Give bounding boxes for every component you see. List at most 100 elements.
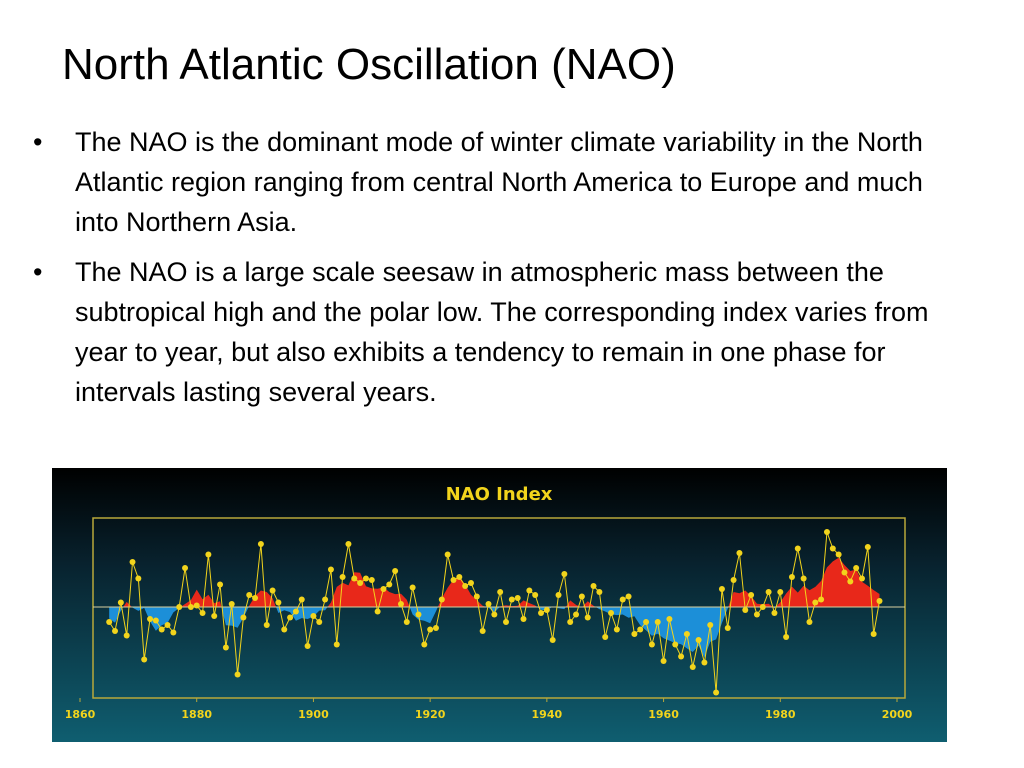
x-tick-label: 1980 — [765, 708, 796, 721]
index-point — [678, 653, 685, 660]
slide-title: North Atlantic Oscillation (NAO) — [62, 40, 676, 89]
index-point — [339, 574, 346, 580]
bullet-list: The NAO is the dominant mode of winter c… — [30, 122, 965, 422]
index-point — [158, 626, 165, 633]
index-point — [392, 568, 399, 574]
index-point — [608, 610, 615, 616]
index-point — [403, 619, 410, 625]
index-point — [759, 604, 766, 610]
positive-area — [109, 557, 880, 607]
chart-title: NAO Index — [446, 484, 553, 505]
index-point — [613, 626, 620, 633]
index-point — [567, 619, 574, 625]
index-point — [549, 637, 556, 643]
chart: NAO Index 1860 1880 1900 1920 1940 1960 1980 20… — [52, 468, 947, 742]
index-point — [508, 596, 515, 603]
index-point — [409, 584, 416, 591]
index-point — [135, 575, 142, 582]
index-point — [427, 626, 434, 633]
index-point — [246, 592, 253, 598]
index-point — [345, 541, 352, 547]
index-point — [748, 592, 755, 598]
index-point — [269, 587, 276, 594]
index-point — [806, 619, 813, 625]
index-point — [257, 541, 264, 547]
index-point — [602, 634, 609, 640]
index-point — [689, 664, 696, 670]
index-point — [835, 551, 842, 558]
x-tick-label: 1880 — [181, 708, 212, 721]
index-point — [479, 628, 486, 634]
index-point — [870, 631, 877, 637]
x-tick-label: 1920 — [415, 708, 446, 721]
index-point — [526, 587, 533, 594]
index-point — [578, 593, 585, 600]
index-point — [794, 545, 801, 552]
index-point — [631, 631, 638, 637]
index-point — [753, 611, 760, 618]
index-point — [187, 604, 194, 610]
index-point — [351, 575, 358, 582]
index-point — [876, 598, 883, 604]
index-point — [841, 569, 848, 576]
index-point — [683, 631, 690, 637]
index-point — [812, 599, 819, 606]
index-point — [619, 596, 626, 603]
index-point — [625, 593, 632, 600]
index-point — [421, 641, 428, 648]
index-point — [252, 595, 259, 601]
index-point — [397, 601, 404, 607]
index-point — [222, 644, 229, 651]
index-point — [193, 602, 200, 609]
x-tick-label: 1940 — [532, 708, 563, 721]
index-point — [742, 607, 749, 613]
index-point — [368, 577, 375, 583]
index-point — [660, 658, 667, 664]
index-point — [444, 551, 451, 558]
index-point — [718, 586, 725, 592]
index-point — [217, 581, 224, 588]
index-point — [432, 625, 439, 631]
index-point — [543, 607, 550, 613]
bullet: The NAO is a large scale seesaw in atmos… — [30, 252, 965, 412]
index-point — [292, 608, 299, 615]
index-point — [123, 632, 130, 639]
x-tick-label: 1860 — [65, 708, 96, 721]
index-point — [263, 622, 270, 628]
index-point — [438, 596, 445, 603]
index-point — [724, 625, 731, 631]
index-point — [800, 575, 807, 582]
index-point — [357, 580, 364, 586]
index-point — [829, 545, 836, 552]
index-point — [637, 626, 644, 633]
x-tick-label: 1960 — [648, 708, 679, 721]
index-point — [596, 589, 603, 595]
index-point — [234, 671, 241, 678]
index-point — [788, 574, 795, 580]
index-point — [176, 604, 183, 610]
index-point — [555, 592, 562, 598]
index-point — [777, 589, 784, 595]
index-point — [281, 626, 288, 633]
index-point — [473, 593, 480, 600]
index-point — [386, 581, 393, 588]
index-point — [783, 634, 790, 640]
index-point — [182, 565, 189, 571]
index-point — [211, 613, 218, 619]
index-point — [112, 628, 119, 634]
index-point — [514, 595, 521, 601]
index-point — [228, 601, 235, 607]
index-point — [858, 575, 865, 582]
index-point — [205, 551, 212, 558]
bullet: The NAO is the dominant mode of winter c… — [30, 122, 965, 242]
index-point — [695, 637, 702, 643]
index-point — [713, 689, 720, 696]
index-point — [456, 574, 463, 580]
index-point — [497, 589, 504, 595]
x-tick-label: 1900 — [298, 708, 329, 721]
index-point — [152, 617, 159, 624]
index-point — [707, 622, 714, 628]
index-point — [847, 578, 854, 585]
index-point — [106, 619, 113, 625]
